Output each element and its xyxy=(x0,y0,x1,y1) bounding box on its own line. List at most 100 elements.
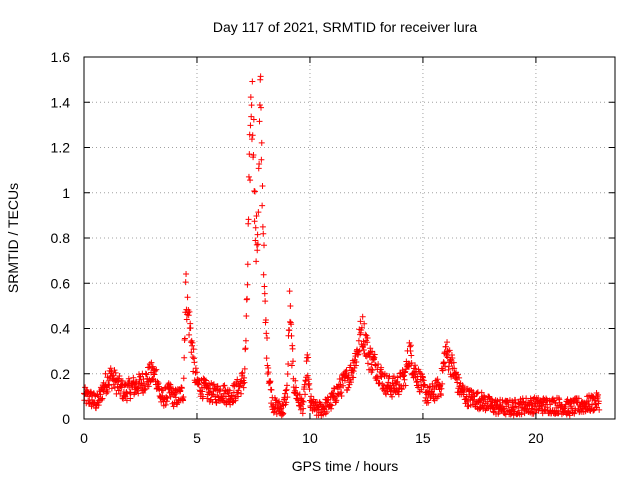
data-point xyxy=(249,78,256,85)
data-point xyxy=(439,367,446,374)
data-point xyxy=(184,294,191,301)
data-point xyxy=(450,359,457,366)
data-point xyxy=(182,279,189,286)
data-point xyxy=(180,375,187,382)
data-point xyxy=(148,359,155,366)
data-point xyxy=(119,378,126,385)
data-point xyxy=(364,335,371,342)
data-point xyxy=(108,368,115,375)
data-point xyxy=(595,391,602,398)
data-point xyxy=(170,403,177,410)
data-point xyxy=(217,386,224,393)
data-point xyxy=(564,396,571,403)
data-point xyxy=(241,379,248,386)
data-point xyxy=(152,368,159,375)
data-point xyxy=(530,395,537,402)
data-point xyxy=(290,358,297,365)
data-point xyxy=(86,393,93,400)
data-point xyxy=(104,374,111,381)
data-point xyxy=(117,390,124,397)
data-point xyxy=(276,398,283,405)
data-point xyxy=(229,392,236,399)
data-point xyxy=(191,359,198,366)
y-tick-label: 1.6 xyxy=(51,49,71,65)
data-point xyxy=(137,373,144,380)
data-point xyxy=(111,384,118,391)
data-point xyxy=(596,406,603,413)
data-point xyxy=(401,376,408,383)
data-point xyxy=(262,298,269,305)
data-point xyxy=(244,295,251,302)
data-point xyxy=(298,395,305,402)
data-point xyxy=(214,392,221,399)
data-point xyxy=(484,398,491,405)
data-point xyxy=(249,132,256,139)
data-point xyxy=(123,397,130,404)
data-point xyxy=(252,224,259,231)
data-point xyxy=(474,390,481,397)
data-point xyxy=(350,374,357,381)
data-point xyxy=(143,371,150,378)
data-point xyxy=(338,393,345,400)
y-tick-label: 0.2 xyxy=(51,366,71,382)
data-point xyxy=(454,371,461,378)
y-tick-label: 1.2 xyxy=(51,140,71,156)
data-point xyxy=(328,402,335,409)
data-point xyxy=(358,324,365,331)
data-point xyxy=(355,348,362,355)
data-point xyxy=(369,367,376,374)
data-point xyxy=(289,345,296,352)
data-point xyxy=(127,390,134,397)
data-point xyxy=(115,387,122,394)
data-point xyxy=(254,241,261,248)
data-point xyxy=(443,353,450,360)
data-point xyxy=(308,393,315,400)
data-point xyxy=(234,376,241,383)
x-tick-label: 15 xyxy=(415,430,431,446)
data-point xyxy=(438,385,445,392)
data-point xyxy=(108,385,115,392)
data-point xyxy=(510,407,517,414)
data-point xyxy=(189,354,196,361)
data-point xyxy=(362,331,369,338)
data-point xyxy=(145,383,152,390)
data-point xyxy=(200,393,207,400)
data-point xyxy=(359,313,366,320)
data-point xyxy=(252,237,259,244)
data-point xyxy=(438,392,445,399)
data-point xyxy=(375,361,382,368)
data-point xyxy=(254,231,261,238)
data-point xyxy=(292,377,299,384)
data-point xyxy=(248,113,255,120)
data-point xyxy=(263,355,270,362)
data-point xyxy=(180,393,187,400)
data-point xyxy=(226,387,233,394)
data-point xyxy=(402,382,409,389)
data-point xyxy=(256,118,263,125)
data-point xyxy=(515,405,522,412)
data-point xyxy=(97,391,104,398)
data-point xyxy=(243,312,250,319)
data-point xyxy=(259,223,266,230)
data-point xyxy=(239,369,246,376)
data-point xyxy=(164,395,171,402)
data-point xyxy=(181,354,188,361)
data-point xyxy=(253,241,260,248)
data-point xyxy=(359,343,366,350)
data-point xyxy=(259,182,266,189)
data-point xyxy=(265,369,272,376)
data-point xyxy=(572,407,579,414)
data-point xyxy=(406,363,413,370)
data-point xyxy=(185,312,192,319)
data-point xyxy=(260,271,267,278)
y-tick-label: 0 xyxy=(62,411,70,427)
data-point xyxy=(288,332,295,339)
data-point xyxy=(418,386,425,393)
data-point xyxy=(390,373,397,380)
data-point xyxy=(116,372,123,379)
data-point xyxy=(220,383,227,390)
data-point xyxy=(163,398,170,405)
data-point xyxy=(267,378,274,385)
data-point xyxy=(407,347,414,354)
data-point xyxy=(539,403,546,410)
